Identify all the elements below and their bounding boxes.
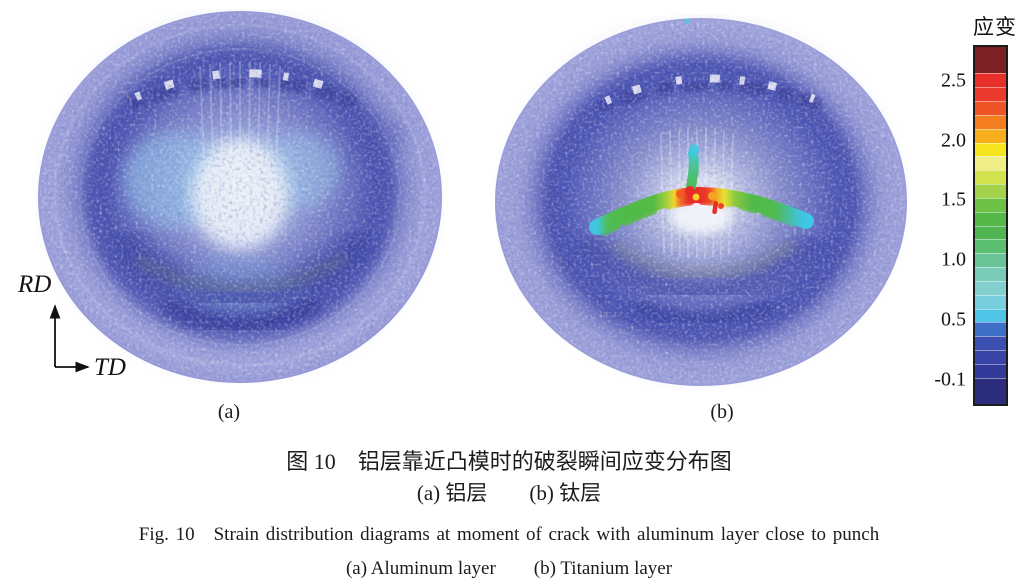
disk-a-speckle bbox=[40, 13, 440, 381]
colorbar-tick: 1.0 bbox=[941, 248, 966, 271]
colorbar-tick: 0.5 bbox=[941, 308, 966, 331]
colorbar-segment bbox=[975, 336, 1006, 351]
crack-band-fringe bbox=[600, 196, 803, 236]
caption-zh-title: 图 10 铝层靠近凸模时的破裂瞬间应变分布图 bbox=[286, 449, 732, 474]
colorbar: 应变 2.5 2.0 1.5 1.0 0.5 -0.1 bbox=[925, 8, 1018, 428]
colorbar-segment bbox=[975, 280, 1006, 295]
colorbar-segment bbox=[975, 211, 1006, 226]
colorbar-segment bbox=[975, 377, 1006, 405]
colorbar-segment bbox=[975, 47, 1006, 74]
strain-map-aluminum bbox=[38, 11, 442, 383]
colorbar-segment bbox=[975, 73, 1006, 88]
crack-zone bbox=[589, 18, 814, 236]
colorbar-segment bbox=[975, 253, 1006, 268]
axis-indicator: RD TD bbox=[17, 271, 126, 381]
colorbar-tick: 2.0 bbox=[941, 129, 966, 152]
colorbar-tick: 1.5 bbox=[941, 188, 966, 211]
colorbar-segment bbox=[975, 225, 1006, 240]
colorbar-segment bbox=[975, 100, 1006, 115]
colorbar-segment bbox=[975, 156, 1006, 171]
colorbar-segment bbox=[975, 87, 1006, 101]
colorbar-segment bbox=[975, 184, 1006, 198]
colorbar-segment bbox=[975, 142, 1006, 157]
colorbar-segment bbox=[975, 308, 1006, 323]
colorbar-segment bbox=[975, 267, 1006, 281]
crack-branch bbox=[686, 148, 699, 192]
colorbar-segment bbox=[975, 128, 1006, 143]
colorbar-segment bbox=[975, 114, 1006, 129]
crack-hotspot bbox=[676, 18, 724, 215]
colorbar-gradient bbox=[973, 45, 1008, 406]
colorbar-segment bbox=[975, 239, 1006, 254]
colorbar-segment bbox=[975, 322, 1006, 337]
colorbar-tick: 2.5 bbox=[941, 69, 966, 92]
colorbar-tick: -0.1 bbox=[934, 368, 966, 391]
caption-en-panels: (a) Aluminum layer (b) Titanium layer bbox=[345, 558, 673, 579]
strain-map-titanium bbox=[495, 17, 907, 386]
colorbar-ticks: 2.5 2.0 1.5 1.0 0.5 -0.1 bbox=[925, 45, 969, 406]
panel-label-a: (a) bbox=[217, 401, 241, 423]
td-axis-label: TD bbox=[94, 354, 126, 381]
colorbar-segment bbox=[975, 364, 1006, 378]
caption-en-title: Fig. 10 Strain distribution diagrams at … bbox=[138, 524, 880, 545]
colorbar-segment bbox=[975, 170, 1006, 185]
rd-axis-label: RD bbox=[17, 271, 51, 298]
colorbar-title: 应变 bbox=[973, 15, 1017, 39]
colorbar-segment bbox=[975, 350, 1006, 365]
colorbar-segment bbox=[975, 197, 1006, 212]
panel-label-b: (b) bbox=[710, 401, 734, 423]
caption-zh-panels: (a) 铝层 (b) 钛层 bbox=[416, 481, 602, 505]
colorbar-segment bbox=[975, 294, 1006, 309]
